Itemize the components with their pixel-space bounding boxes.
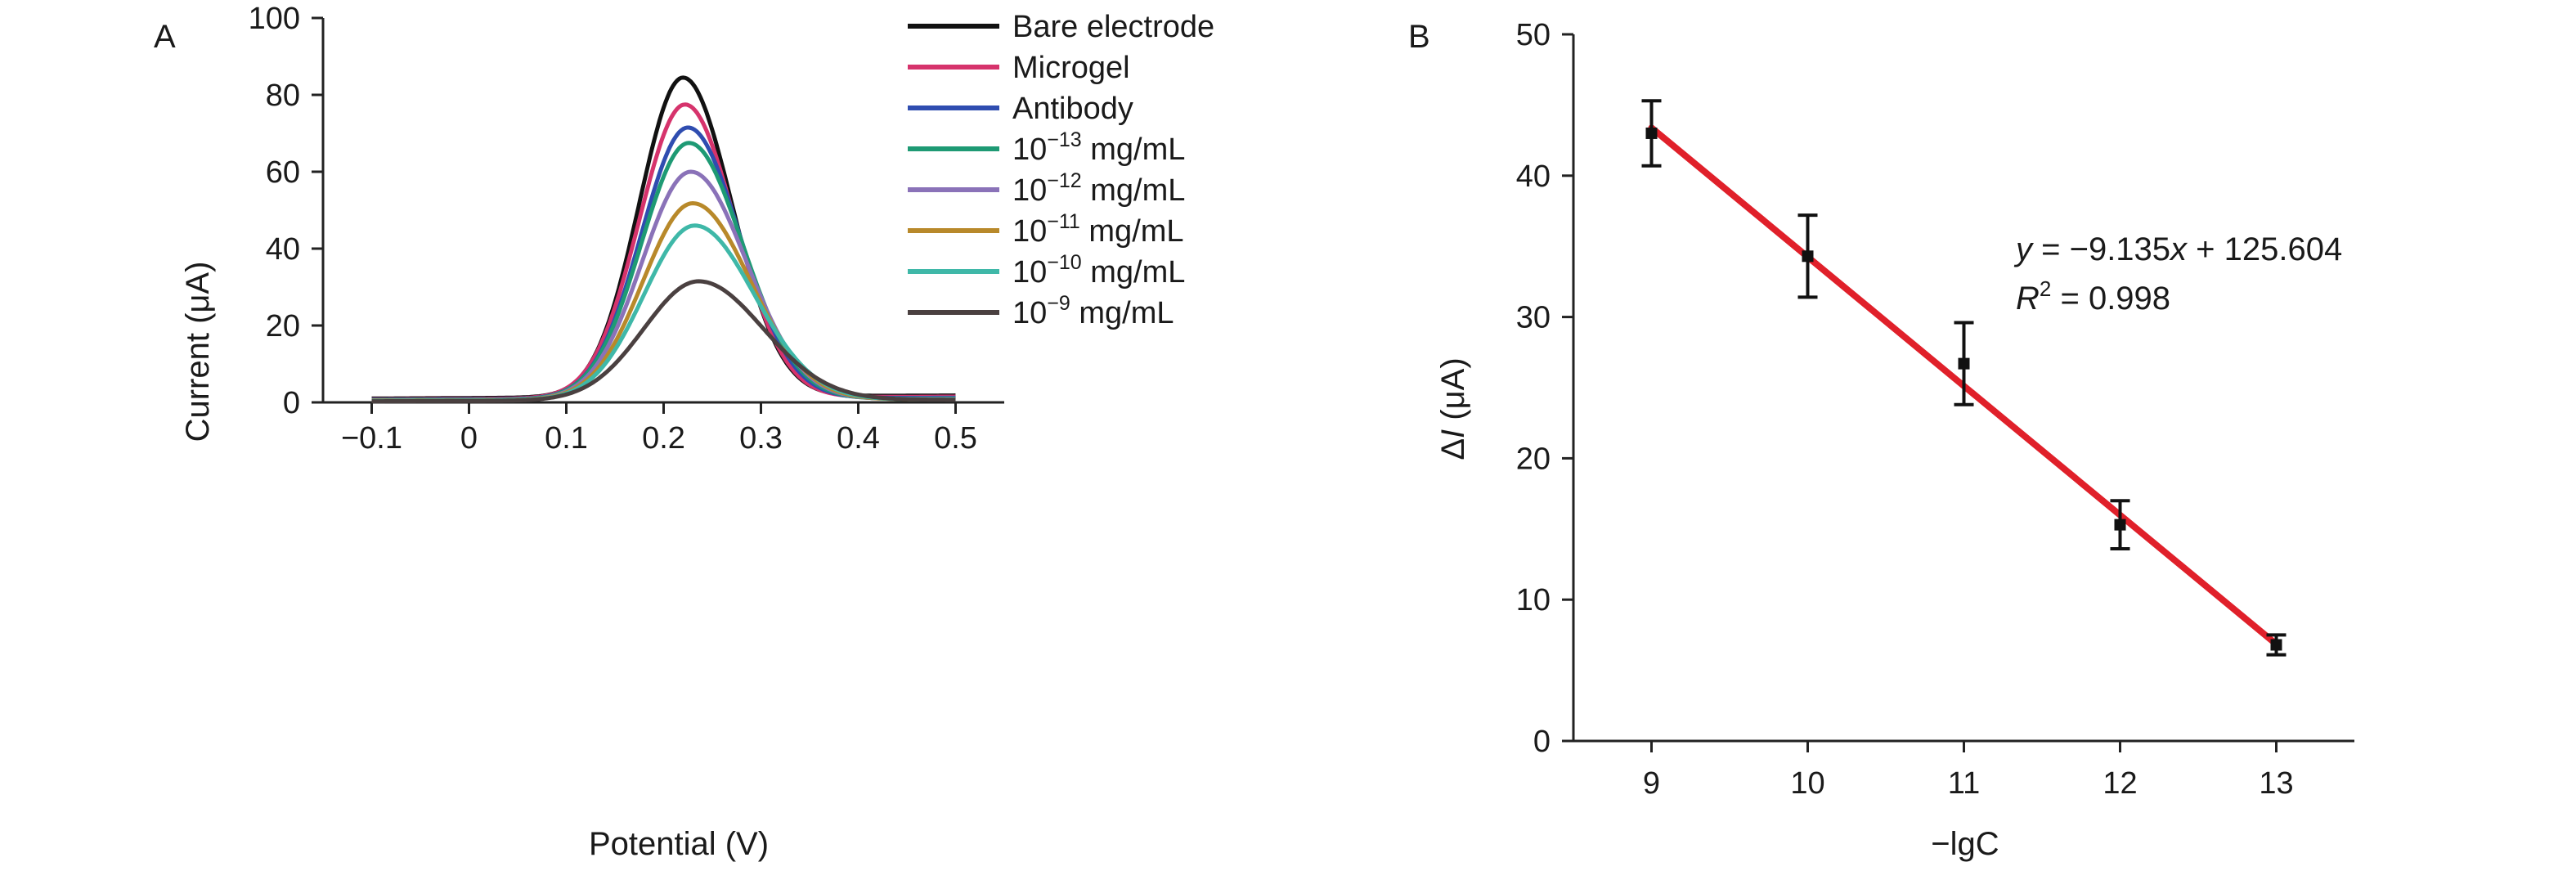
panel-a-x-tick-label: 0.4 <box>837 421 880 456</box>
curve-series-6 <box>371 223 956 403</box>
legend-label-3: 10−13 mg/mL <box>1012 128 1185 167</box>
panel-b-points <box>1641 99 2287 657</box>
panel-b-x-axis-title: −lgC <box>1931 826 1999 862</box>
panel-b-label: B <box>1408 19 1430 55</box>
legend-label-2: Antibody <box>1012 92 1133 126</box>
data-point-3 <box>2114 519 2126 531</box>
curve-series-7 <box>371 279 956 404</box>
data-point-4 <box>2270 639 2282 651</box>
panel-a-y-tick-label: 0 <box>283 386 300 420</box>
panel-a-x-tick-label: 0 <box>460 421 478 456</box>
fit-equation: y = −9.135x + 125.604 <box>2013 231 2342 267</box>
fit-r-squared: R2 = 0.998 <box>2016 276 2170 317</box>
panel-b-y-tick-label: 0 <box>1533 725 1551 759</box>
panel-a-x-tick-label: 0.2 <box>642 421 685 456</box>
legend-label-1: Microgel <box>1012 51 1130 85</box>
panel-a-curves <box>371 75 956 404</box>
panel-a-y-tick-label: 100 <box>249 2 300 36</box>
panel-a-y-tick-label: 80 <box>266 79 300 113</box>
panel-a-y-tick-label: 20 <box>266 309 300 343</box>
data-point-1 <box>1802 250 1814 263</box>
curve-series-4 <box>371 169 956 403</box>
legend-label-7: 10−9 mg/mL <box>1012 292 1174 330</box>
panel-a-label: A <box>154 19 176 55</box>
panel-a-axes: 0 20 40 60 80 100 −0.1 0 0.1 0.2 0.3 0.4 0.5 <box>249 2 1004 456</box>
panel-a-y-axis-title: Current (μA) <box>180 262 216 442</box>
panel-a: A 0 20 40 60 80 100 −0.1 0 0.1 0.2 0.3 0.4 0.5 Bare … <box>154 2 1214 862</box>
panel-b-y-tick-label: 40 <box>1516 159 1551 194</box>
panel-b: B 0 10 20 30 40 50 9 10 11 12 13 −lgC ΔI (μA) y = … <box>1408 18 2354 862</box>
legend-label-5: 10−11 mg/mL <box>1012 210 1184 249</box>
legend-label-6: 10−10 mg/mL <box>1012 251 1185 290</box>
panel-a-x-axis-title: Potential (V) <box>589 826 769 862</box>
panel-a-y-tick-label: 40 <box>266 232 300 267</box>
legend-label-4: 10−12 mg/mL <box>1012 169 1185 208</box>
panel-a-x-tick-label: 0.1 <box>545 421 588 456</box>
panel-b-y-tick-label: 10 <box>1516 583 1551 617</box>
panel-b-x-tick-label: 11 <box>1948 766 1980 801</box>
data-point-0 <box>1645 127 1658 139</box>
panel-b-axes: 0 10 20 30 40 50 9 10 11 12 13 <box>1516 18 2354 801</box>
panel-a-x-tick-label: 0.3 <box>739 421 783 456</box>
panel-b-y-tick-label: 50 <box>1516 18 1551 52</box>
curve-series-2 <box>371 125 956 402</box>
panel-a-x-tick-label: 0.5 <box>934 421 977 456</box>
panel-b-y-axis-title: ΔI (μA) <box>1435 357 1471 460</box>
legend-label-0: Bare electrode <box>1012 10 1214 44</box>
panel-a-y-tick-label: 60 <box>266 155 300 190</box>
panel-b-x-tick-label: 12 <box>2103 766 2137 801</box>
curve-series-3 <box>371 141 956 402</box>
panel-a-x-tick-label: −0.1 <box>341 421 402 456</box>
panel-b-x-tick-label: 9 <box>1643 766 1660 801</box>
panel-b-y-tick-label: 20 <box>1516 442 1551 476</box>
data-point-2 <box>1958 357 1970 370</box>
panel-b-x-tick-label: 10 <box>1790 766 1824 801</box>
panel-b-y-tick-label: 30 <box>1516 301 1551 335</box>
panel-b-x-tick-label: 13 <box>2259 766 2293 801</box>
